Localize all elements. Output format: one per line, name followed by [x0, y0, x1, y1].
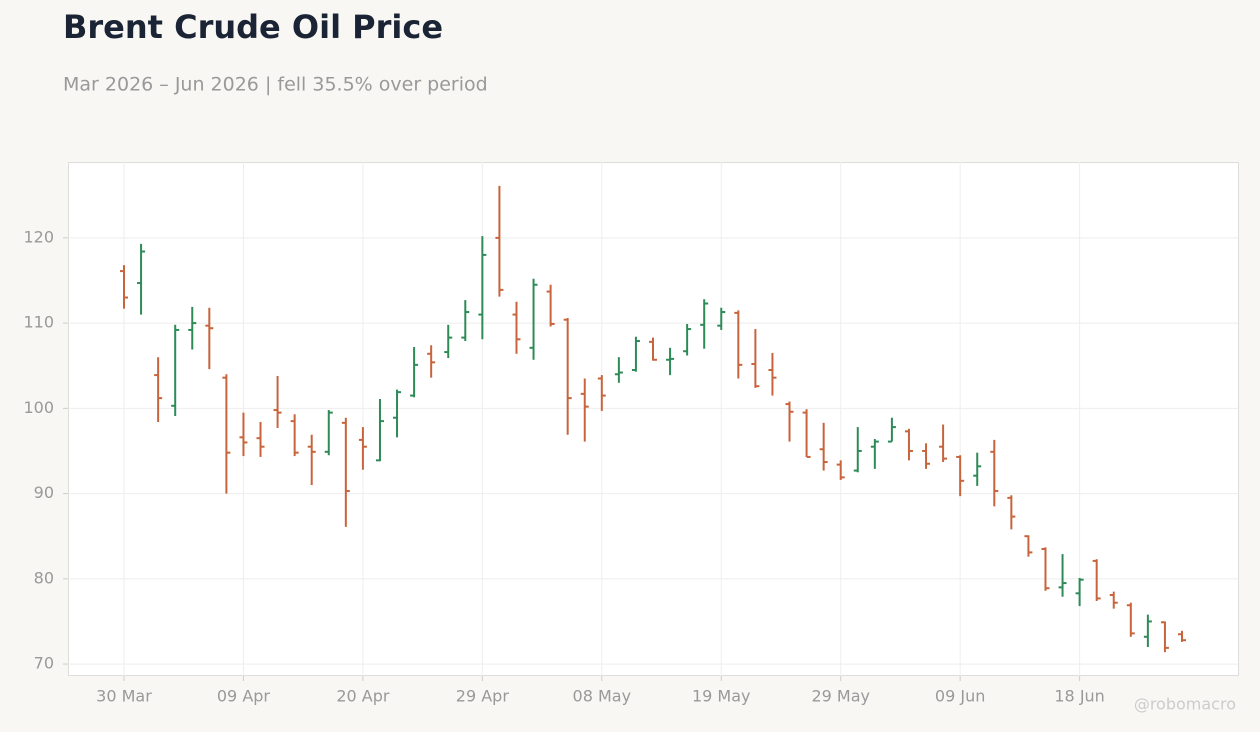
y-tick-label: 80 [34, 568, 54, 587]
watermark: @robomacro [1134, 695, 1236, 714]
y-tick-label: 110 [23, 313, 54, 332]
x-tick-label: 09 Apr [217, 687, 271, 706]
x-tick-label: 30 Mar [96, 687, 152, 706]
y-tick-label: 90 [34, 483, 54, 502]
chart-subtitle: Mar 2026 – Jun 2026 | fell 35.5% over pe… [63, 74, 488, 96]
y-tick-label: 100 [23, 398, 54, 417]
x-tick-label: 29 May [811, 687, 870, 706]
x-tick-label: 09 Jun [935, 687, 985, 706]
y-tick-label: 120 [23, 227, 54, 246]
plot-area [68, 162, 1239, 676]
x-tick-label: 20 Apr [336, 687, 390, 706]
x-tick-label: 19 May [692, 687, 751, 706]
x-tick-label: 29 Apr [456, 687, 510, 706]
x-tick-label: 18 Jun [1054, 687, 1104, 706]
chart-title: Brent Crude Oil Price [63, 8, 443, 46]
y-tick-label: 70 [34, 654, 54, 673]
x-tick-label: 08 May [573, 687, 632, 706]
